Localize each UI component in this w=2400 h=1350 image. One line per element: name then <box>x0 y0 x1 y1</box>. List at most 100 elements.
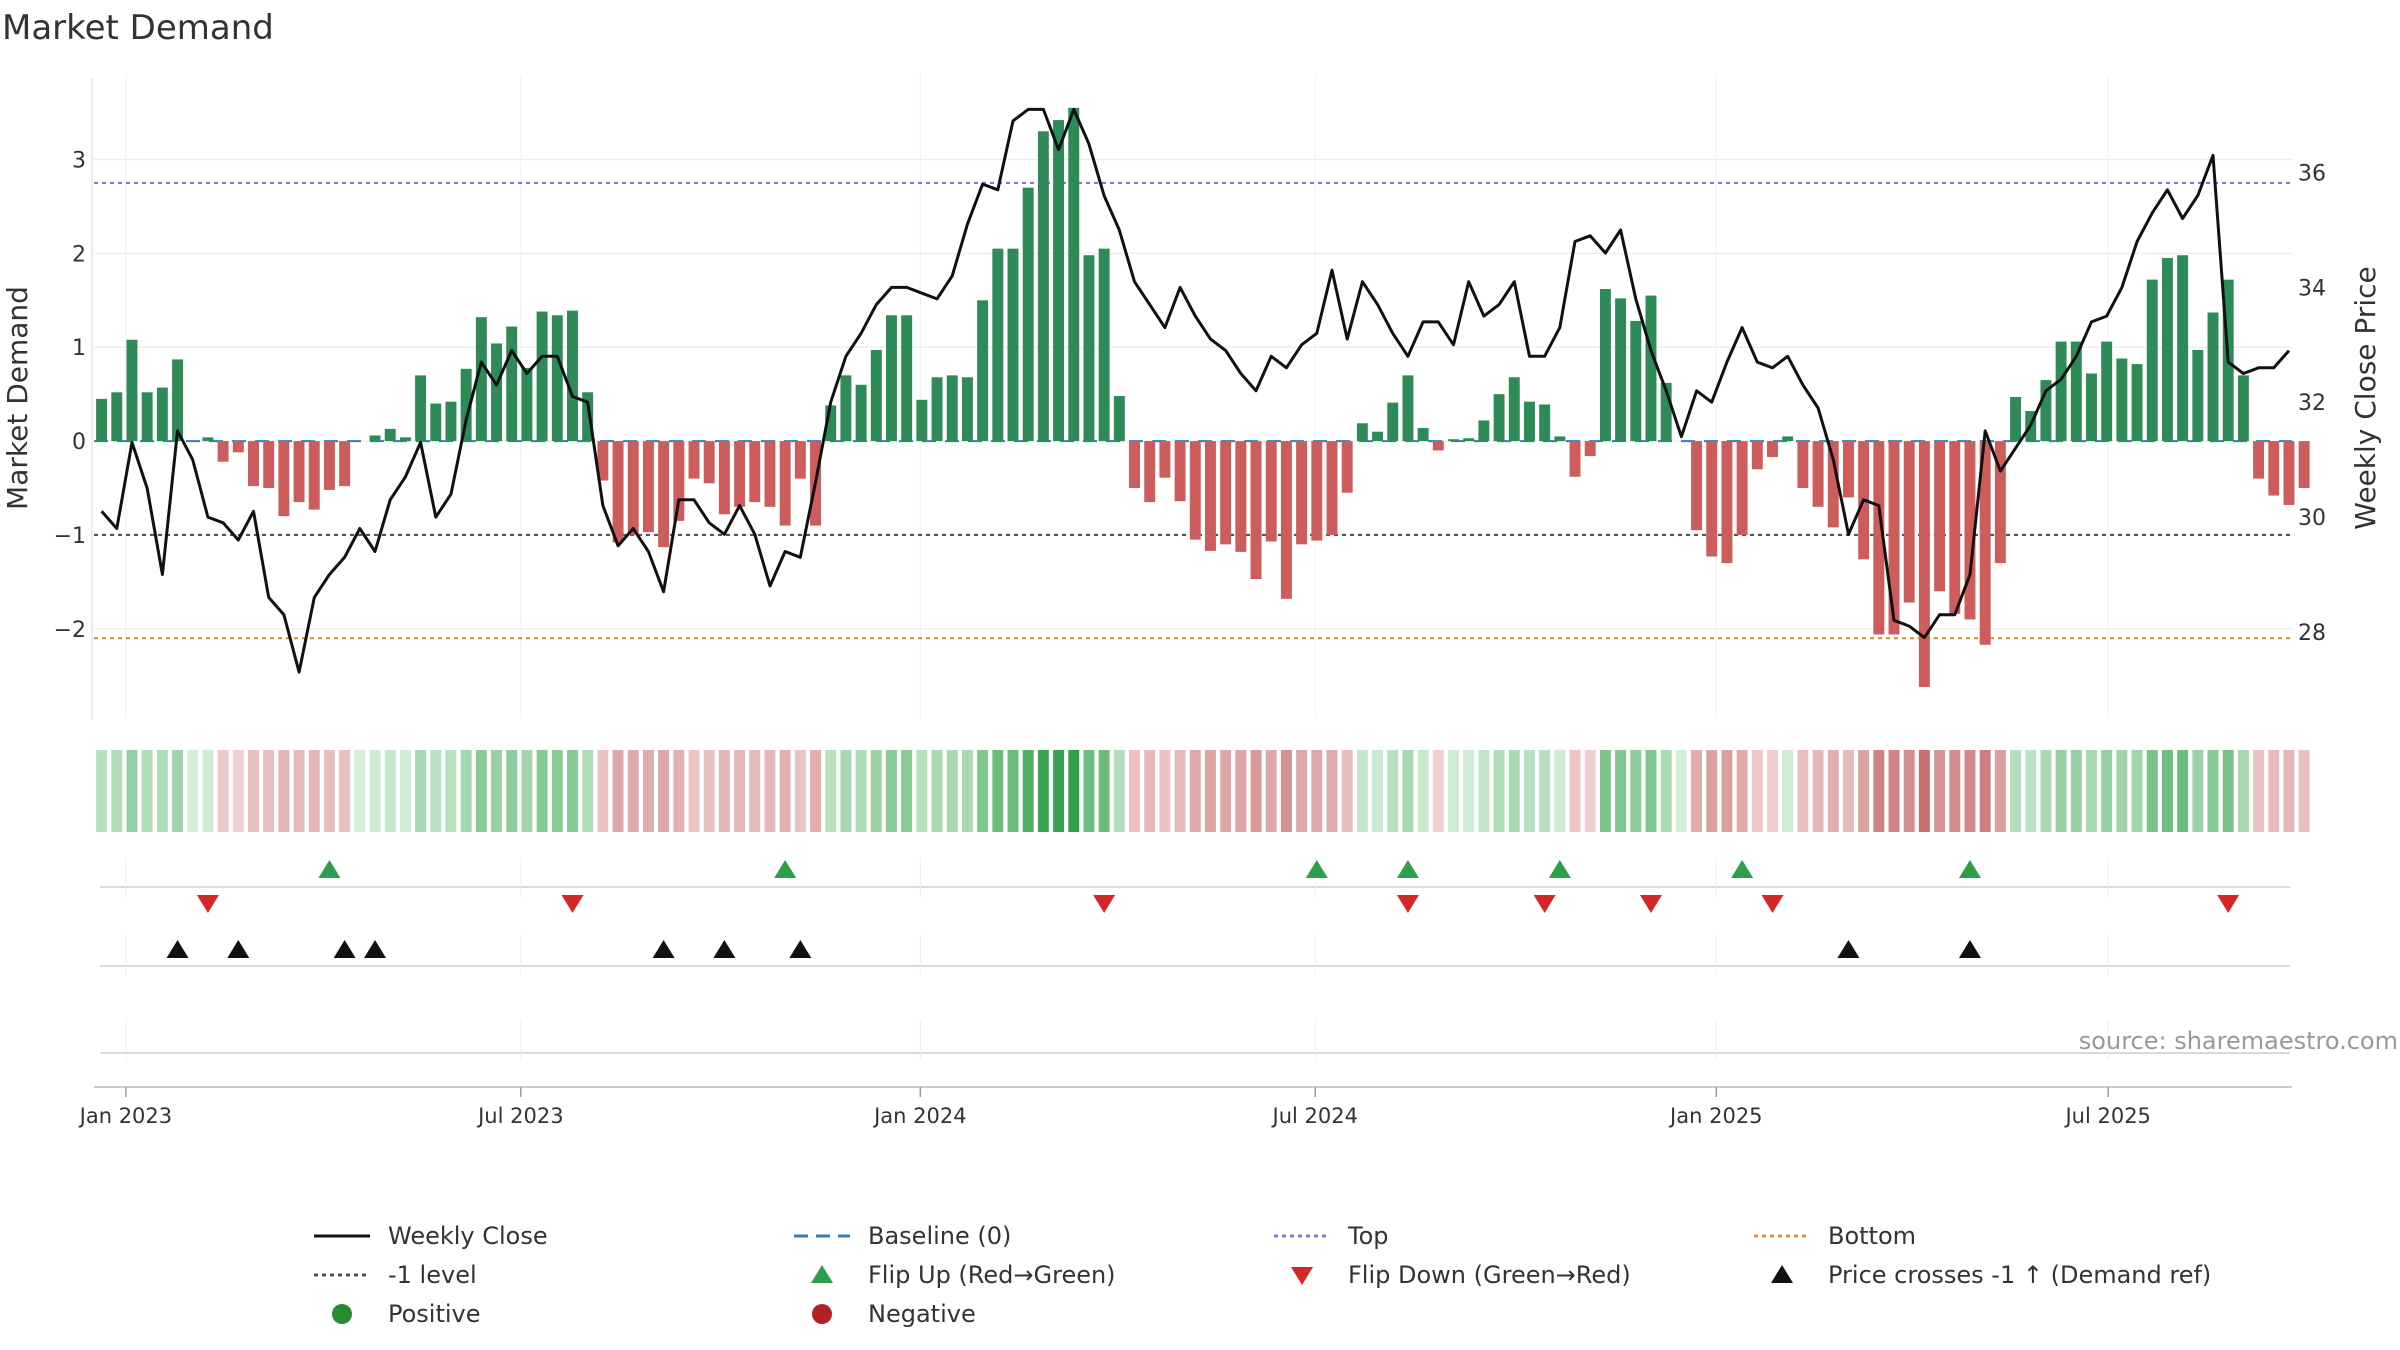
heat-strip-cell <box>642 750 654 832</box>
heat-strip-cell <box>1918 750 1930 832</box>
heat-strip-cell <box>1159 750 1171 832</box>
heat-strip-cell <box>141 750 153 832</box>
heat-strip-cell <box>126 750 138 832</box>
heat-strip-cell <box>1660 750 1672 832</box>
flip-up-marker <box>1731 860 1754 878</box>
demand-bar <box>445 401 457 442</box>
demand-bar <box>2268 441 2280 496</box>
heat-strip-cell <box>1341 750 1353 832</box>
heat-strip-cell <box>1463 750 1475 832</box>
demand-bar <box>1296 441 1308 545</box>
heat-strip-cell <box>1858 750 1870 832</box>
heat-strip-cell <box>703 750 715 832</box>
heat-strip-cell <box>506 750 518 832</box>
heat-strip-cell <box>1508 750 1520 832</box>
heat-strip-cell <box>1615 750 1627 832</box>
heat-strip-cell <box>1280 750 1292 832</box>
demand-bar <box>96 398 108 442</box>
demand-bar <box>855 384 867 442</box>
heat-strip-cell <box>354 750 366 832</box>
demand-bar <box>1751 441 1763 470</box>
demand-bar <box>749 441 761 503</box>
heat-strip-cell <box>551 750 563 832</box>
demand-bar <box>1037 131 1049 442</box>
heat-strip-cell <box>1417 750 1429 832</box>
heat-strip-cell <box>1782 750 1794 832</box>
price-cross-marker <box>1837 940 1860 958</box>
demand-bar <box>1979 441 1991 645</box>
y-right-tick-label: 34 <box>2298 276 2326 301</box>
x-axis: Jan 2023 Jul 2023 Jan 2024 Jul 2024 Jan 2025… <box>78 1086 2292 1128</box>
heat-strip-cell <box>2070 750 2082 832</box>
demand-bar <box>1311 441 1323 541</box>
heat-strip-cell <box>2131 750 2143 832</box>
heat-strip-cell <box>1053 750 1065 832</box>
heat-strip-cell <box>1523 750 1535 832</box>
heat-strip-cell <box>2010 750 2022 832</box>
demand-bar <box>1918 441 1930 688</box>
heat-strip-cell <box>825 750 837 832</box>
heat-strip-cell <box>1599 750 1611 832</box>
heat-strip-cell <box>1326 750 1338 832</box>
heat-strip-cell <box>1797 750 1809 832</box>
heat-strip-cell <box>248 750 259 832</box>
demand-bar <box>369 435 381 442</box>
demand-bar <box>1174 441 1186 502</box>
heat-strip-cell <box>1296 750 1308 832</box>
demand-bar <box>1630 320 1642 442</box>
demand-bar <box>1432 441 1444 451</box>
heat-strip-cell <box>308 750 320 832</box>
demand-bar <box>2298 441 2310 489</box>
demand-bar <box>2131 364 2143 442</box>
y-right-tick-label: 36 <box>2298 162 2326 187</box>
heat-strip-cell <box>399 750 411 832</box>
demand-bar <box>1827 441 1839 528</box>
heat-strip-cell <box>1372 750 1384 832</box>
heat-strip-cell <box>2055 750 2067 832</box>
heat-strip-cell <box>1387 750 1399 832</box>
demand-bar <box>1994 441 2006 564</box>
demand-bar <box>2177 255 2189 442</box>
heat-strip-cell <box>1205 750 1216 832</box>
demand-bar <box>1265 441 1277 542</box>
heat-strip-cell <box>1903 750 1915 832</box>
demand-bar <box>794 441 806 479</box>
heat-strip-cell <box>764 750 776 832</box>
x-tick-label: Jan 2024 <box>872 1104 967 1128</box>
heat-strip-cell <box>1448 750 1459 832</box>
heat-strip-cell <box>293 750 305 832</box>
demand-bar <box>475 317 487 442</box>
price-cross-marker <box>333 940 356 958</box>
heat-strip-cell <box>2253 750 2265 832</box>
heat-strip-cell <box>794 750 806 832</box>
demand-bar <box>2161 258 2173 442</box>
demand-bar <box>2086 373 2097 442</box>
heat-strip-cell <box>521 750 533 832</box>
demand-bar <box>2055 341 2067 442</box>
demand-bar <box>642 441 654 533</box>
y-left-tick-label: 2 <box>72 242 86 267</box>
x-tick-label: Jan 2023 <box>78 1104 173 1128</box>
y-left-tick-label: 3 <box>72 148 86 173</box>
y-left-tick-label: 1 <box>72 336 86 361</box>
heat-strip-cell <box>415 750 427 832</box>
flip-up-marker <box>1548 860 1571 878</box>
price-cross-marker <box>166 940 189 958</box>
heat-strip-cell <box>810 750 821 832</box>
heat-strip-cell <box>977 750 989 832</box>
heat-strip-cell <box>992 750 1004 832</box>
demand-bar <box>460 368 472 442</box>
demand-bar <box>1523 401 1535 442</box>
demand-bar <box>1022 187 1034 442</box>
heat-strip-cell <box>1569 750 1581 832</box>
heat-strip-cell <box>2268 750 2280 832</box>
price-cross-marker <box>364 940 387 958</box>
demand-bar <box>567 310 578 442</box>
heat-strip-cell <box>460 750 472 832</box>
heat-strip-cell <box>1037 750 1049 832</box>
heat-strip-cell <box>916 750 928 832</box>
heat-strip-cell <box>1432 750 1444 832</box>
demand-bar <box>339 441 351 487</box>
heat-strip-cell <box>1265 750 1277 832</box>
